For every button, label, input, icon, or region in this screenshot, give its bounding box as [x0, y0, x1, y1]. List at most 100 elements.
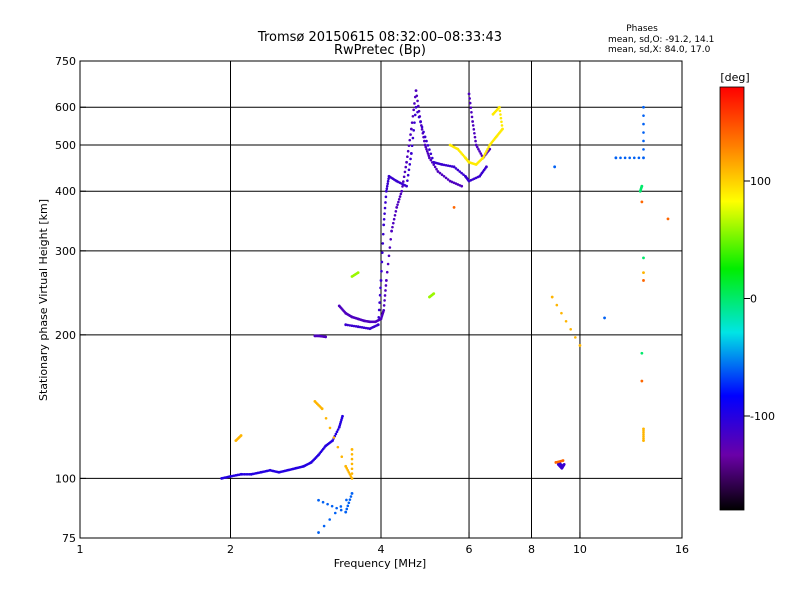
data-point: [481, 156, 485, 160]
data-point: [393, 213, 397, 217]
data-point: [468, 97, 471, 100]
data-point: [400, 189, 404, 193]
data-point: [387, 254, 391, 258]
data-point: [402, 180, 405, 183]
data-point: [642, 148, 645, 151]
trace: [234, 271, 645, 480]
y-tick-label: 100: [55, 472, 76, 485]
data-point: [642, 427, 645, 431]
data-point: [350, 448, 354, 451]
y-tick-label: 75: [62, 532, 76, 545]
phase-annotation: Phases mean, sd,O: -91.2, 14.1 mean, sd,…: [608, 24, 714, 55]
data-point: [411, 114, 415, 118]
data-point: [642, 114, 645, 117]
data-point: [415, 94, 419, 98]
data-point: [452, 165, 456, 169]
data-point: [429, 152, 433, 156]
data-point: [350, 452, 354, 456]
x-tick-label: 1: [77, 543, 84, 556]
data-point: [427, 154, 431, 157]
data-point: [486, 147, 489, 151]
data-point: [414, 105, 418, 109]
data-point: [619, 156, 622, 160]
data-point: [564, 319, 568, 323]
trace: [448, 105, 504, 166]
annotation-line-o: mean, sd,O: -91.2, 14.1: [608, 35, 714, 45]
data-point: [383, 212, 386, 215]
data-point: [382, 304, 386, 307]
data-point: [336, 428, 340, 431]
annotation-line-x: mean, sd,X: 84.0, 17.0: [608, 45, 711, 55]
trace: [452, 200, 670, 383]
annotation-heading: Phases: [626, 24, 658, 34]
data-point: [324, 335, 328, 339]
data-point: [462, 173, 465, 176]
data-point: [386, 262, 390, 266]
colorbar-unit: [deg]: [720, 71, 749, 84]
data-point: [431, 156, 434, 160]
data-point: [320, 407, 324, 411]
data-point: [555, 303, 559, 307]
data-point: [412, 129, 415, 132]
x-tick-label: 2: [227, 543, 234, 556]
data-point: [335, 506, 338, 510]
data-point: [628, 156, 631, 160]
data-point: [482, 154, 486, 157]
x-axis: 1 2 4 6 8 10 16: [77, 532, 689, 556]
data-point: [428, 156, 431, 160]
data-point: [356, 271, 360, 275]
data-point: [642, 131, 645, 134]
data-point: [487, 145, 490, 149]
y-tick-label: 400: [55, 185, 76, 198]
data-point: [350, 457, 354, 461]
data-point: [386, 179, 390, 183]
data-point: [336, 445, 340, 449]
data-point: [345, 467, 349, 470]
data-point: [350, 462, 354, 466]
data-point: [346, 504, 350, 508]
data-point: [347, 501, 351, 505]
data-point: [409, 127, 413, 131]
x-axis-label: Frequency [MHz]: [334, 557, 426, 570]
data-point: [394, 210, 398, 213]
data-point: [440, 173, 444, 176]
data-point: [350, 467, 354, 471]
title-block: Tromsø 20150615 08:32:00–08:33:43 RwPret…: [257, 30, 502, 58]
data-point: [405, 160, 408, 164]
y-tick-label: 750: [55, 55, 76, 68]
data-point: [414, 89, 418, 93]
data-point: [642, 105, 645, 109]
data-point: [436, 170, 440, 173]
data-point: [384, 279, 388, 282]
data-point: [403, 170, 407, 174]
data-point: [348, 473, 352, 476]
data-point: [384, 189, 388, 193]
data-point: [381, 251, 384, 254]
data-point: [452, 205, 456, 209]
data-point: [384, 195, 388, 199]
colorbar-tick-label: 100: [750, 175, 771, 188]
data-point: [456, 168, 460, 172]
data-point: [446, 178, 450, 181]
data-point: [326, 502, 329, 506]
data-point: [471, 124, 475, 127]
data-point: [380, 260, 384, 264]
data-point: [473, 131, 476, 135]
data-point: [350, 324, 354, 327]
data-point: [384, 284, 388, 287]
data-point: [499, 116, 503, 120]
data-point: [473, 135, 477, 139]
data-point: [478, 150, 481, 153]
data-point: [642, 439, 645, 443]
data-point: [483, 152, 487, 155]
data-point: [423, 135, 427, 139]
data-point: [377, 316, 381, 319]
data-point: [350, 477, 354, 480]
data-point: [406, 155, 409, 159]
data-point: [345, 498, 348, 502]
data-point: [406, 173, 410, 177]
data-point: [399, 192, 403, 196]
data-point: [345, 507, 349, 511]
data-point: [356, 325, 360, 329]
data-point: [417, 104, 420, 108]
